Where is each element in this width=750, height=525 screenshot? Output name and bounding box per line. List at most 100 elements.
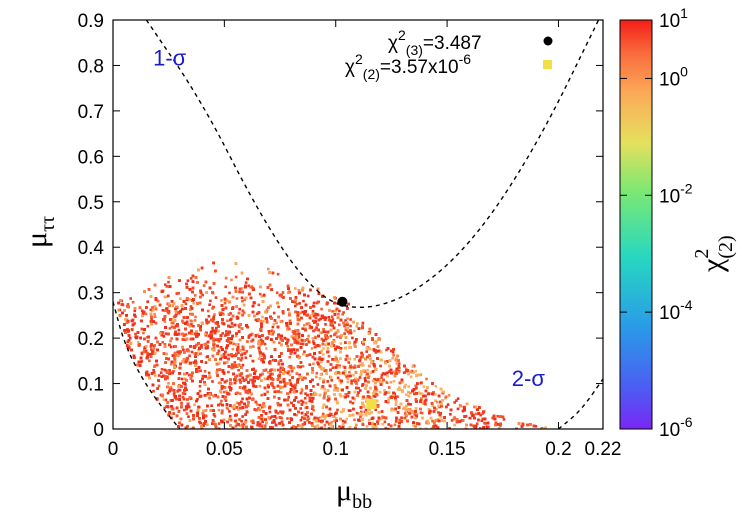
scatter-point — [152, 371, 156, 374]
scatter-point — [243, 298, 246, 301]
scatter-point — [188, 298, 192, 301]
scatter-point — [300, 389, 304, 392]
scatter-point — [189, 312, 192, 316]
scatter-point — [233, 404, 236, 407]
scatter-point — [303, 421, 307, 424]
scatter-point — [237, 368, 240, 372]
scatter-point — [288, 390, 292, 394]
scatter-point — [194, 315, 197, 319]
scatter-point — [197, 349, 200, 352]
scatter-point — [450, 419, 454, 422]
scatter-point — [475, 422, 479, 425]
scatter-point — [337, 312, 340, 316]
scatter-point — [193, 319, 197, 322]
scatter-point — [227, 370, 230, 374]
scatter-point — [260, 295, 264, 298]
scatter-point — [231, 347, 235, 351]
scatter-point — [222, 390, 226, 394]
scatter-point — [259, 418, 263, 422]
scatter-point — [217, 408, 221, 412]
scatter-point — [214, 338, 218, 342]
scatter-point — [456, 397, 460, 400]
scatter-point — [327, 354, 331, 358]
scatter-point — [167, 280, 170, 284]
scatter-point — [295, 390, 299, 393]
scatter-point — [211, 337, 215, 341]
scatter-point — [385, 381, 389, 385]
scatter-point — [384, 426, 387, 429]
scatter-point — [338, 323, 341, 327]
scatter-point — [310, 347, 314, 350]
scatter-point — [182, 348, 185, 352]
scatter-point — [187, 415, 190, 418]
scatter-point — [380, 373, 384, 377]
scatter-point — [206, 344, 210, 348]
scatter-point — [409, 403, 412, 406]
scatter-point — [387, 386, 391, 389]
scatter-point — [242, 422, 246, 426]
scatter-point — [190, 323, 193, 326]
scatter-point — [353, 358, 356, 361]
scatter-point — [294, 329, 297, 332]
scatter-point — [498, 427, 501, 429]
scatter-point — [126, 340, 129, 343]
scatter-point — [256, 333, 260, 336]
scatter-point — [235, 401, 239, 405]
scatter-point — [410, 411, 414, 414]
scatter-point — [312, 301, 316, 305]
scatter-point — [207, 314, 211, 318]
scatter-point — [301, 416, 304, 419]
scatter-point — [431, 404, 434, 408]
scatter-point — [170, 321, 173, 325]
scatter-point — [152, 369, 155, 372]
scatter-point — [299, 418, 303, 422]
scatter-point — [395, 362, 399, 365]
scatter-point — [219, 337, 222, 341]
scatter-point — [437, 404, 440, 408]
scatter-point — [184, 333, 188, 336]
scatter-point — [348, 370, 351, 374]
scatter-point — [478, 427, 482, 429]
scatter-point — [180, 401, 183, 405]
scatter-point — [153, 312, 156, 316]
scatter-point — [218, 362, 221, 365]
scatter-point — [279, 391, 283, 394]
scatter-point — [272, 311, 276, 315]
scatter-point — [301, 364, 305, 368]
scatter-point — [311, 309, 315, 313]
scatter-point — [299, 407, 302, 410]
scatter-point — [502, 418, 506, 421]
scatter-point — [308, 324, 312, 328]
scatter-point — [383, 420, 387, 424]
scatter-point — [392, 379, 396, 383]
scatter-point — [294, 287, 297, 290]
scatter-point — [244, 281, 248, 284]
scatter-point — [279, 410, 282, 413]
scatter-point — [238, 290, 241, 294]
scatter-point — [227, 353, 230, 357]
scatter-point — [443, 419, 446, 423]
scatter-point — [235, 379, 238, 382]
scatter-point — [312, 385, 315, 388]
scatter-point — [311, 369, 314, 373]
scatter-point — [353, 342, 356, 345]
scatter-point — [275, 416, 278, 420]
scatter-point — [479, 413, 482, 417]
scatter-point — [456, 407, 460, 411]
scatter-point — [211, 380, 214, 383]
scatter-point — [249, 286, 252, 289]
scatter-point — [149, 352, 152, 356]
scatter-point — [172, 394, 176, 397]
scatter-point — [212, 340, 215, 343]
scatter-point — [266, 383, 270, 387]
scatter-point — [316, 417, 320, 420]
scatter-point — [283, 336, 287, 340]
scatter-point — [217, 422, 221, 425]
scatter-point — [234, 334, 238, 338]
scatter-point — [306, 415, 310, 418]
scatter-point — [240, 357, 244, 360]
scatter-point — [374, 351, 378, 354]
scatter-point — [192, 352, 196, 355]
scatter-point — [273, 421, 276, 424]
scatter-point — [227, 333, 230, 337]
